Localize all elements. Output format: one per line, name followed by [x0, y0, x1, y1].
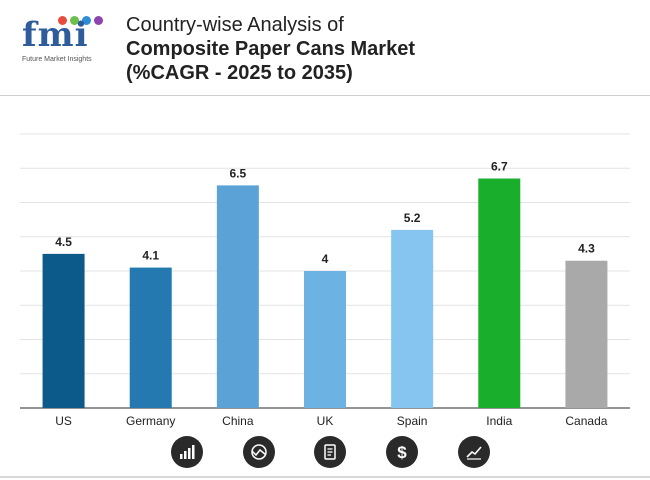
x-tick-label-us: US [55, 414, 72, 428]
chart-title-line3: (%CAGR - 2025 to 2035) [126, 62, 353, 84]
bottom-divider [0, 476, 650, 478]
x-tick-label-china: China [222, 414, 254, 428]
bar-chart: 4.5 US 4.1 Germany 6.5 China 4 UK 5.2 Spain 6.7 Ind… [20, 133, 630, 428]
bar-india[interactable] [478, 178, 521, 408]
bar-uk[interactable] [304, 271, 346, 408]
x-tick-label-germany: Germany [126, 414, 175, 428]
report-icon[interactable] [314, 436, 346, 468]
x-tick-label-canada: Canada [565, 414, 607, 428]
header-divider [0, 95, 650, 96]
bar-china[interactable] [216, 185, 259, 408]
value-label-india: 6.7 [491, 160, 508, 174]
bar-germany[interactable] [129, 267, 172, 408]
line-chart-icon[interactable] [458, 436, 490, 468]
svg-text:$: $ [397, 443, 407, 462]
logo-dots [58, 12, 106, 30]
fmi-logo[interactable]: fmi Future Market Insights [22, 12, 112, 72]
logo-dot-red [58, 16, 67, 25]
x-tick-label-uk: UK [317, 414, 334, 428]
header: fmi Future Market Insights Country-wise … [0, 0, 650, 95]
logo-dot-purple [94, 16, 103, 25]
chart-title-line1: Country-wise Analysis of [126, 14, 344, 36]
value-label-spain: 5.2 [404, 211, 421, 225]
dollar-icon[interactable]: $ [386, 436, 418, 468]
logo-wordmark: fmi [22, 15, 89, 55]
logo-subtitle: Future Market Insights [22, 56, 92, 63]
value-label-china: 6.5 [230, 166, 247, 180]
chart-title-line2: Composite Paper Cans Market [126, 38, 415, 60]
logo-dot-green [70, 16, 79, 25]
globe-trend-icon[interactable] [243, 436, 275, 468]
bar-us[interactable] [42, 253, 85, 408]
bar-spain[interactable] [391, 229, 434, 408]
value-label-germany: 4.1 [142, 249, 159, 263]
value-label-uk: 4 [322, 252, 329, 266]
bar-chart-icon[interactable] [171, 436, 203, 468]
x-tick-label-spain: Spain [397, 414, 428, 428]
bar-canada[interactable] [565, 260, 608, 408]
icon-row: $ [0, 436, 650, 470]
logo-dot-blue [82, 16, 91, 25]
value-label-canada: 4.3 [578, 242, 595, 256]
x-tick-label-india: India [486, 414, 512, 428]
value-label-us: 4.5 [55, 235, 72, 249]
